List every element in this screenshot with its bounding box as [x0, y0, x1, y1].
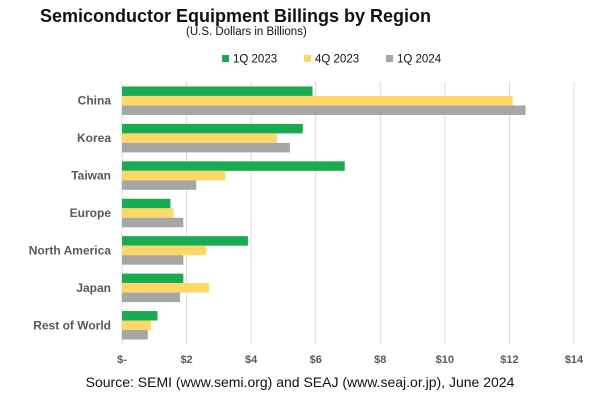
category-label: China [78, 94, 112, 108]
category-labels: China Korea Taiwan Europe North America Japan… [29, 94, 112, 333]
legend-label: 4Q 2023 [315, 54, 359, 66]
category-label: Korea [77, 131, 111, 145]
bar-rest-of-world-4q-2023 [122, 320, 152, 331]
bar-china-1q-2024 [122, 105, 526, 115]
bar-korea-4q-2023 [122, 133, 277, 143]
bar-taiwan-1q-2024 [122, 180, 197, 190]
legend: 1Q 2023 4Q 2023 1Q 2024 [222, 54, 442, 66]
bar-china-4q-2023 [122, 95, 513, 106]
bar-europe-1q-2023 [122, 198, 171, 209]
x-tick-label: $4 [245, 354, 258, 366]
bar-china-1q-2023 [122, 86, 313, 96]
x-tick-label: $2 [180, 354, 192, 366]
x-tick-label: $- [117, 354, 127, 366]
category-label: Japan [76, 281, 111, 295]
bar-taiwan-4q-2023 [122, 170, 226, 181]
bar-north-america-1q-2023 [122, 236, 248, 246]
legend-label: 1Q 2023 [233, 54, 277, 66]
category-label: Europe [70, 206, 112, 220]
legend-swatch-4q-2023 [304, 55, 311, 62]
bar-japan-1q-2023 [122, 273, 184, 284]
category-label: Rest of World [33, 318, 111, 332]
bar-japan-1q-2024 [122, 292, 181, 303]
legend-label: 1Q 2024 [397, 54, 442, 66]
bar-japan-4q-2023 [122, 283, 210, 293]
bar-rest-of-world-1q-2024 [122, 330, 148, 340]
category-label: North America [29, 243, 112, 257]
bar-europe-4q-2023 [122, 208, 174, 218]
bars [122, 86, 526, 340]
x-tick-label: $12 [500, 354, 518, 366]
gridlines [121, 82, 575, 344]
x-tick-label: $14 [565, 354, 584, 366]
legend-swatch-1q-2023 [222, 55, 229, 62]
bar-north-america-1q-2024 [122, 255, 184, 265]
x-tick-label: $6 [310, 354, 322, 366]
bar-north-america-4q-2023 [122, 245, 206, 256]
bar-korea-1q-2024 [122, 142, 290, 153]
category-label: Taiwan [71, 169, 111, 183]
chart-subtitle: (U.S. Dollars in Billions) [186, 26, 307, 38]
legend-swatch-1q-2024 [386, 55, 393, 62]
bar-taiwan-1q-2023 [122, 161, 345, 171]
bar-rest-of-world-1q-2023 [122, 311, 158, 321]
x-tick-labels: $- $2 $4 $6 $8 $10 $12 $14 [117, 354, 584, 366]
chart-source: Source: SEMI (www.semi.org) and SEAJ (ww… [85, 374, 515, 390]
x-tick-label: $8 [374, 354, 386, 366]
bar-korea-1q-2023 [122, 123, 303, 134]
x-tick-label: $10 [436, 354, 454, 366]
bar-europe-1q-2024 [122, 217, 184, 228]
chart-title: Semiconductor Equipment Billings by Regi… [40, 6, 432, 26]
